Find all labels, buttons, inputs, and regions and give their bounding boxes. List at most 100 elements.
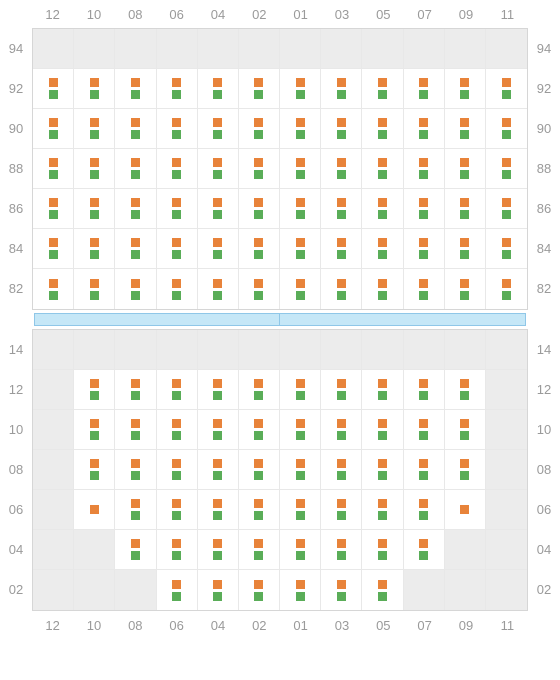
seat-cell[interactable] xyxy=(321,410,362,450)
seat-cell[interactable] xyxy=(321,229,362,269)
seat-cell[interactable] xyxy=(321,570,362,610)
seat-cell[interactable] xyxy=(445,450,486,490)
seat-cell[interactable] xyxy=(239,109,280,149)
seat-cell[interactable] xyxy=(280,410,321,450)
seat-cell[interactable] xyxy=(74,410,115,450)
seat-cell[interactable] xyxy=(157,269,198,309)
seat-cell[interactable] xyxy=(445,229,486,269)
seat-cell[interactable] xyxy=(280,490,321,530)
seat-cell[interactable] xyxy=(115,450,156,490)
seat-cell[interactable] xyxy=(445,109,486,149)
seat-cell[interactable] xyxy=(198,229,239,269)
seat-cell[interactable] xyxy=(280,530,321,570)
seat-cell[interactable] xyxy=(280,269,321,309)
seat-cell[interactable] xyxy=(198,370,239,410)
seat-cell[interactable] xyxy=(280,370,321,410)
seat-cell[interactable] xyxy=(362,370,403,410)
seat-cell[interactable] xyxy=(486,269,527,309)
seat-cell[interactable] xyxy=(445,149,486,189)
seat-cell[interactable] xyxy=(445,69,486,109)
seat-cell[interactable] xyxy=(157,370,198,410)
seat-cell[interactable] xyxy=(74,490,115,530)
seat-cell[interactable] xyxy=(198,450,239,490)
seat-cell[interactable] xyxy=(445,189,486,229)
seat-cell[interactable] xyxy=(157,69,198,109)
seat-cell[interactable] xyxy=(33,269,74,309)
seat-cell[interactable] xyxy=(115,410,156,450)
seat-cell[interactable] xyxy=(74,229,115,269)
seat-cell[interactable] xyxy=(239,450,280,490)
seat-cell[interactable] xyxy=(362,570,403,610)
seat-cell[interactable] xyxy=(74,189,115,229)
seat-cell[interactable] xyxy=(239,149,280,189)
seat-cell[interactable] xyxy=(404,109,445,149)
seat-cell[interactable] xyxy=(486,149,527,189)
seat-cell[interactable] xyxy=(198,490,239,530)
seat-cell[interactable] xyxy=(198,69,239,109)
seat-cell[interactable] xyxy=(74,69,115,109)
seat-cell[interactable] xyxy=(321,69,362,109)
seat-cell[interactable] xyxy=(157,530,198,570)
seat-cell[interactable] xyxy=(362,149,403,189)
seat-cell[interactable] xyxy=(157,109,198,149)
seat-cell[interactable] xyxy=(239,370,280,410)
seat-cell[interactable] xyxy=(115,370,156,410)
seat-cell[interactable] xyxy=(239,530,280,570)
seat-cell[interactable] xyxy=(157,149,198,189)
seat-cell[interactable] xyxy=(404,450,445,490)
seat-cell[interactable] xyxy=(33,69,74,109)
seat-cell[interactable] xyxy=(321,189,362,229)
seat-cell[interactable] xyxy=(362,189,403,229)
seat-cell[interactable] xyxy=(239,229,280,269)
seat-cell[interactable] xyxy=(321,530,362,570)
seat-cell[interactable] xyxy=(404,69,445,109)
seat-cell[interactable] xyxy=(362,410,403,450)
seat-cell[interactable] xyxy=(404,149,445,189)
seat-cell[interactable] xyxy=(239,269,280,309)
seat-cell[interactable] xyxy=(198,109,239,149)
seat-cell[interactable] xyxy=(74,149,115,189)
seat-cell[interactable] xyxy=(198,530,239,570)
seat-cell[interactable] xyxy=(280,69,321,109)
seat-cell[interactable] xyxy=(404,370,445,410)
seat-cell[interactable] xyxy=(445,410,486,450)
seat-cell[interactable] xyxy=(74,370,115,410)
seat-cell[interactable] xyxy=(115,109,156,149)
seat-cell[interactable] xyxy=(198,149,239,189)
seat-cell[interactable] xyxy=(198,410,239,450)
seat-cell[interactable] xyxy=(321,370,362,410)
seat-cell[interactable] xyxy=(280,229,321,269)
seat-cell[interactable] xyxy=(239,490,280,530)
seat-cell[interactable] xyxy=(157,410,198,450)
seat-cell[interactable] xyxy=(239,570,280,610)
seat-cell[interactable] xyxy=(115,490,156,530)
seat-cell[interactable] xyxy=(33,109,74,149)
seat-cell[interactable] xyxy=(486,229,527,269)
seat-cell[interactable] xyxy=(115,189,156,229)
seat-cell[interactable] xyxy=(404,530,445,570)
seat-cell[interactable] xyxy=(362,69,403,109)
seat-cell[interactable] xyxy=(404,269,445,309)
seat-cell[interactable] xyxy=(321,450,362,490)
seat-cell[interactable] xyxy=(239,69,280,109)
seat-cell[interactable] xyxy=(445,370,486,410)
seat-cell[interactable] xyxy=(115,269,156,309)
seat-cell[interactable] xyxy=(280,570,321,610)
seat-cell[interactable] xyxy=(33,149,74,189)
seat-cell[interactable] xyxy=(486,69,527,109)
seat-cell[interactable] xyxy=(321,269,362,309)
seat-cell[interactable] xyxy=(239,410,280,450)
seat-cell[interactable] xyxy=(486,109,527,149)
seat-cell[interactable] xyxy=(74,269,115,309)
seat-cell[interactable] xyxy=(362,269,403,309)
seat-cell[interactable] xyxy=(115,229,156,269)
seat-cell[interactable] xyxy=(33,229,74,269)
seat-cell[interactable] xyxy=(404,410,445,450)
seat-cell[interactable] xyxy=(362,490,403,530)
seat-cell[interactable] xyxy=(321,109,362,149)
seat-cell[interactable] xyxy=(404,229,445,269)
seat-cell[interactable] xyxy=(198,570,239,610)
seat-cell[interactable] xyxy=(445,490,486,530)
seat-cell[interactable] xyxy=(157,490,198,530)
seat-cell[interactable] xyxy=(362,229,403,269)
